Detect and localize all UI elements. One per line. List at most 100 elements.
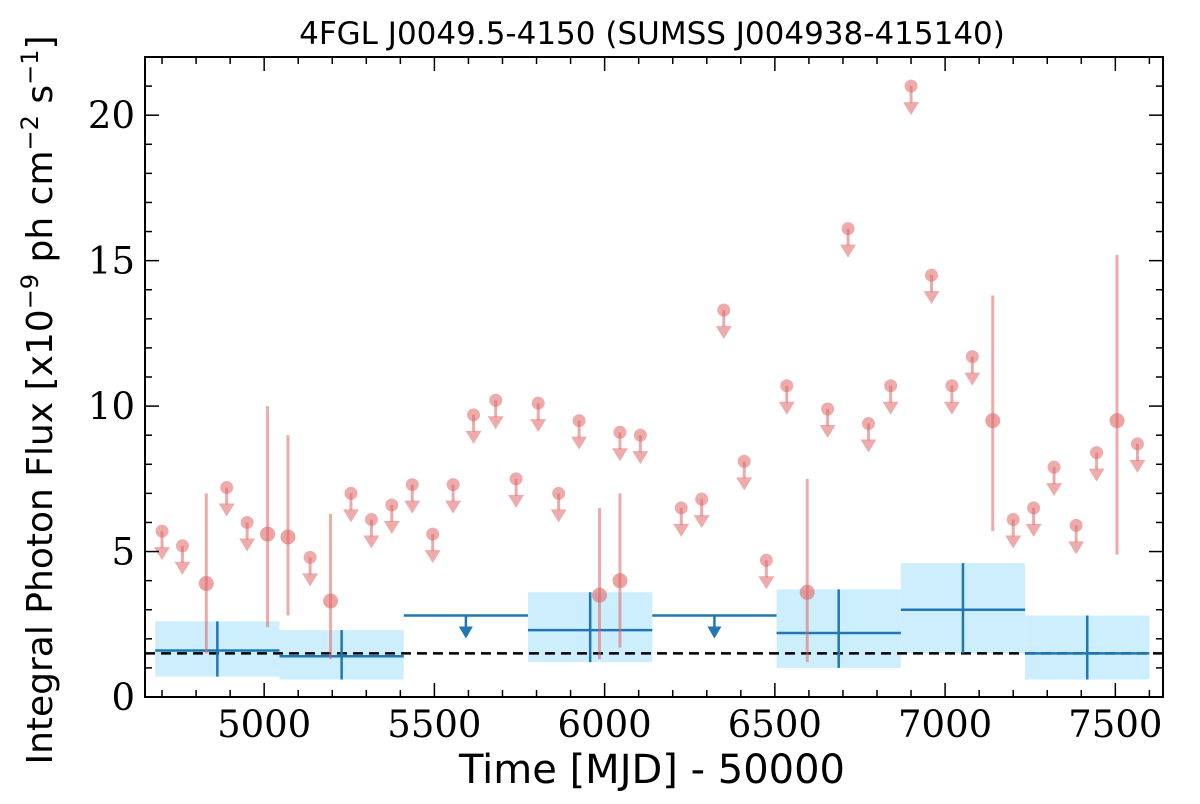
short-bin-upper-limit-point [405,478,419,492]
y-tick-label: 20 [88,94,135,137]
short-bin-upper-limit-point [489,393,503,407]
short-bin-upper-limit-arrow [943,401,960,415]
short-bin-upper-limit-point [904,79,918,93]
x-tick-label: 5500 [387,703,481,746]
short-bin-upper-limit-arrow [218,503,235,517]
short-bin-upper-limit-point [759,553,773,567]
short-bin-upper-limit-point [1130,437,1144,451]
x-tick-label: 6500 [728,703,822,746]
short-bin-upper-limit-point [175,539,189,553]
short-bin-upper-limit-point [924,268,938,282]
short-bin-upper-limit-point [965,350,979,364]
short-bin-upper-limit-arrow [860,439,877,453]
y-axis-label-mid: ph cm [20,150,61,273]
short-bin-upper-limit-arrow [1129,459,1146,473]
short-bin-detection-point [799,584,815,600]
x-tick-label: 7000 [898,703,992,746]
y-axis-label-exp1: −9 [16,274,44,309]
short-bin-upper-limit-point [155,524,169,538]
y-tick-label: 15 [88,240,135,283]
short-bin-upper-limit-point [426,527,440,541]
short-bin-upper-limit-arrow [819,425,836,438]
short-bin-upper-limit-arrow [632,451,649,465]
short-bin-upper-limit-point [385,498,399,512]
short-bin-upper-limit-arrow [736,477,753,491]
long-bin-upper-limit-arrow [458,626,473,639]
short-bin-upper-limit-point [446,478,460,492]
short-bin-detection-point [323,593,339,609]
short-bin-upper-limit-arrow [487,416,504,430]
short-bin-upper-limit-arrow [923,291,940,305]
x-tick-label: 7500 [1068,703,1162,746]
short-bin-upper-limit-arrow [383,521,400,534]
short-bin-detection-point [1109,413,1125,429]
short-bin-upper-limit-point [1090,446,1104,460]
short-bin-upper-limit-arrow [693,515,710,529]
short-bin-upper-limit-point [364,513,378,527]
x-tick-label: 6000 [558,703,652,746]
short-bin-detection-point [280,529,296,545]
short-bin-upper-limit-arrow [964,372,981,386]
y-axis-label-exp3: −1 [16,50,44,85]
short-bin-detection-point [198,576,214,592]
y-axis-label-main: Integral Photon Flux [x10 [20,309,61,764]
short-bin-detection-point [612,573,628,589]
short-bin-upper-limit-arrow [1088,468,1105,482]
short-bin-upper-limit-point [861,417,875,431]
short-bin-upper-limit-point [344,486,358,500]
short-bin-upper-limit-point [633,428,647,442]
short-bin-upper-limit-arrow [404,500,421,514]
short-bin-upper-limit-point [780,379,794,393]
y-axis-label: Integral Photon Flux [x10−9 ph cm−2 s−1] [16,35,61,764]
short-bin-upper-limit-arrow [1005,535,1022,549]
short-bin-upper-limit-arrow [882,401,899,415]
short-bin-upper-limit-arrow [673,523,690,537]
short-bin-upper-limit-point [884,379,898,393]
y-tick-label: 0 [111,676,135,719]
short-bin-upper-limit-point [841,222,855,236]
short-bin-detection-point [260,526,276,542]
short-bin-upper-limit-arrow [342,509,359,523]
short-bin-upper-limit-arrow [465,430,482,444]
y-tick-label: 10 [88,385,135,428]
short-bin-upper-limit-arrow [778,401,795,415]
short-bin-upper-limit-arrow [1046,483,1063,497]
short-bin-upper-limit-arrow [1068,541,1085,555]
short-bin-upper-limit-arrow [445,500,462,514]
long-bin-upper-limit-arrow [707,626,722,639]
short-bin-upper-limit-arrow [508,494,525,508]
short-bin-upper-limit-arrow [715,326,732,340]
short-bin-upper-limit-arrow [363,535,380,549]
short-bin-upper-limit-arrow [239,538,256,552]
short-bin-upper-limit-point [1069,518,1083,532]
short-bin-upper-limit-point [821,402,835,416]
short-bin-upper-limit-arrow [530,419,547,433]
short-bin-upper-limit-arrow [758,576,775,590]
short-bin-upper-limit-point [467,408,481,422]
short-bin-upper-limit-arrow [571,436,588,450]
short-bin-upper-limit-point [303,550,317,564]
short-bin-detection-point [985,413,1001,429]
x-tick-label: 5000 [217,703,311,746]
short-bin-upper-limit-arrow [550,509,567,523]
short-bin-upper-limit-point [695,492,709,506]
y-axis-label-exp2: −2 [16,115,44,150]
x-axis-label: Time [MJD] - 50000 [458,747,845,793]
short-bin-upper-limit-point [240,515,254,529]
short-bin-upper-limit-point [737,454,751,468]
short-bin-upper-limit-point [1047,460,1061,474]
plot-area: 5000 5500 6000 6500 7000 7500 0 5 10 15 20 [88,56,1164,746]
short-bin-upper-limit-point [531,396,545,410]
short-bin-upper-limit-point [1027,501,1041,515]
y-tick-label: 5 [111,531,135,574]
short-bin-upper-limit-arrow [903,102,920,116]
short-bin-upper-limit-arrow [1025,523,1042,537]
short-bin-upper-limit-point [674,501,688,515]
short-bin-upper-limit-point [945,379,959,393]
short-bin-upper-limit-arrow [154,547,171,561]
short-bin-upper-limit-arrow [424,550,441,564]
short-bin-upper-limit-arrow [611,448,628,462]
y-axis-label-mid2: s [20,85,61,115]
